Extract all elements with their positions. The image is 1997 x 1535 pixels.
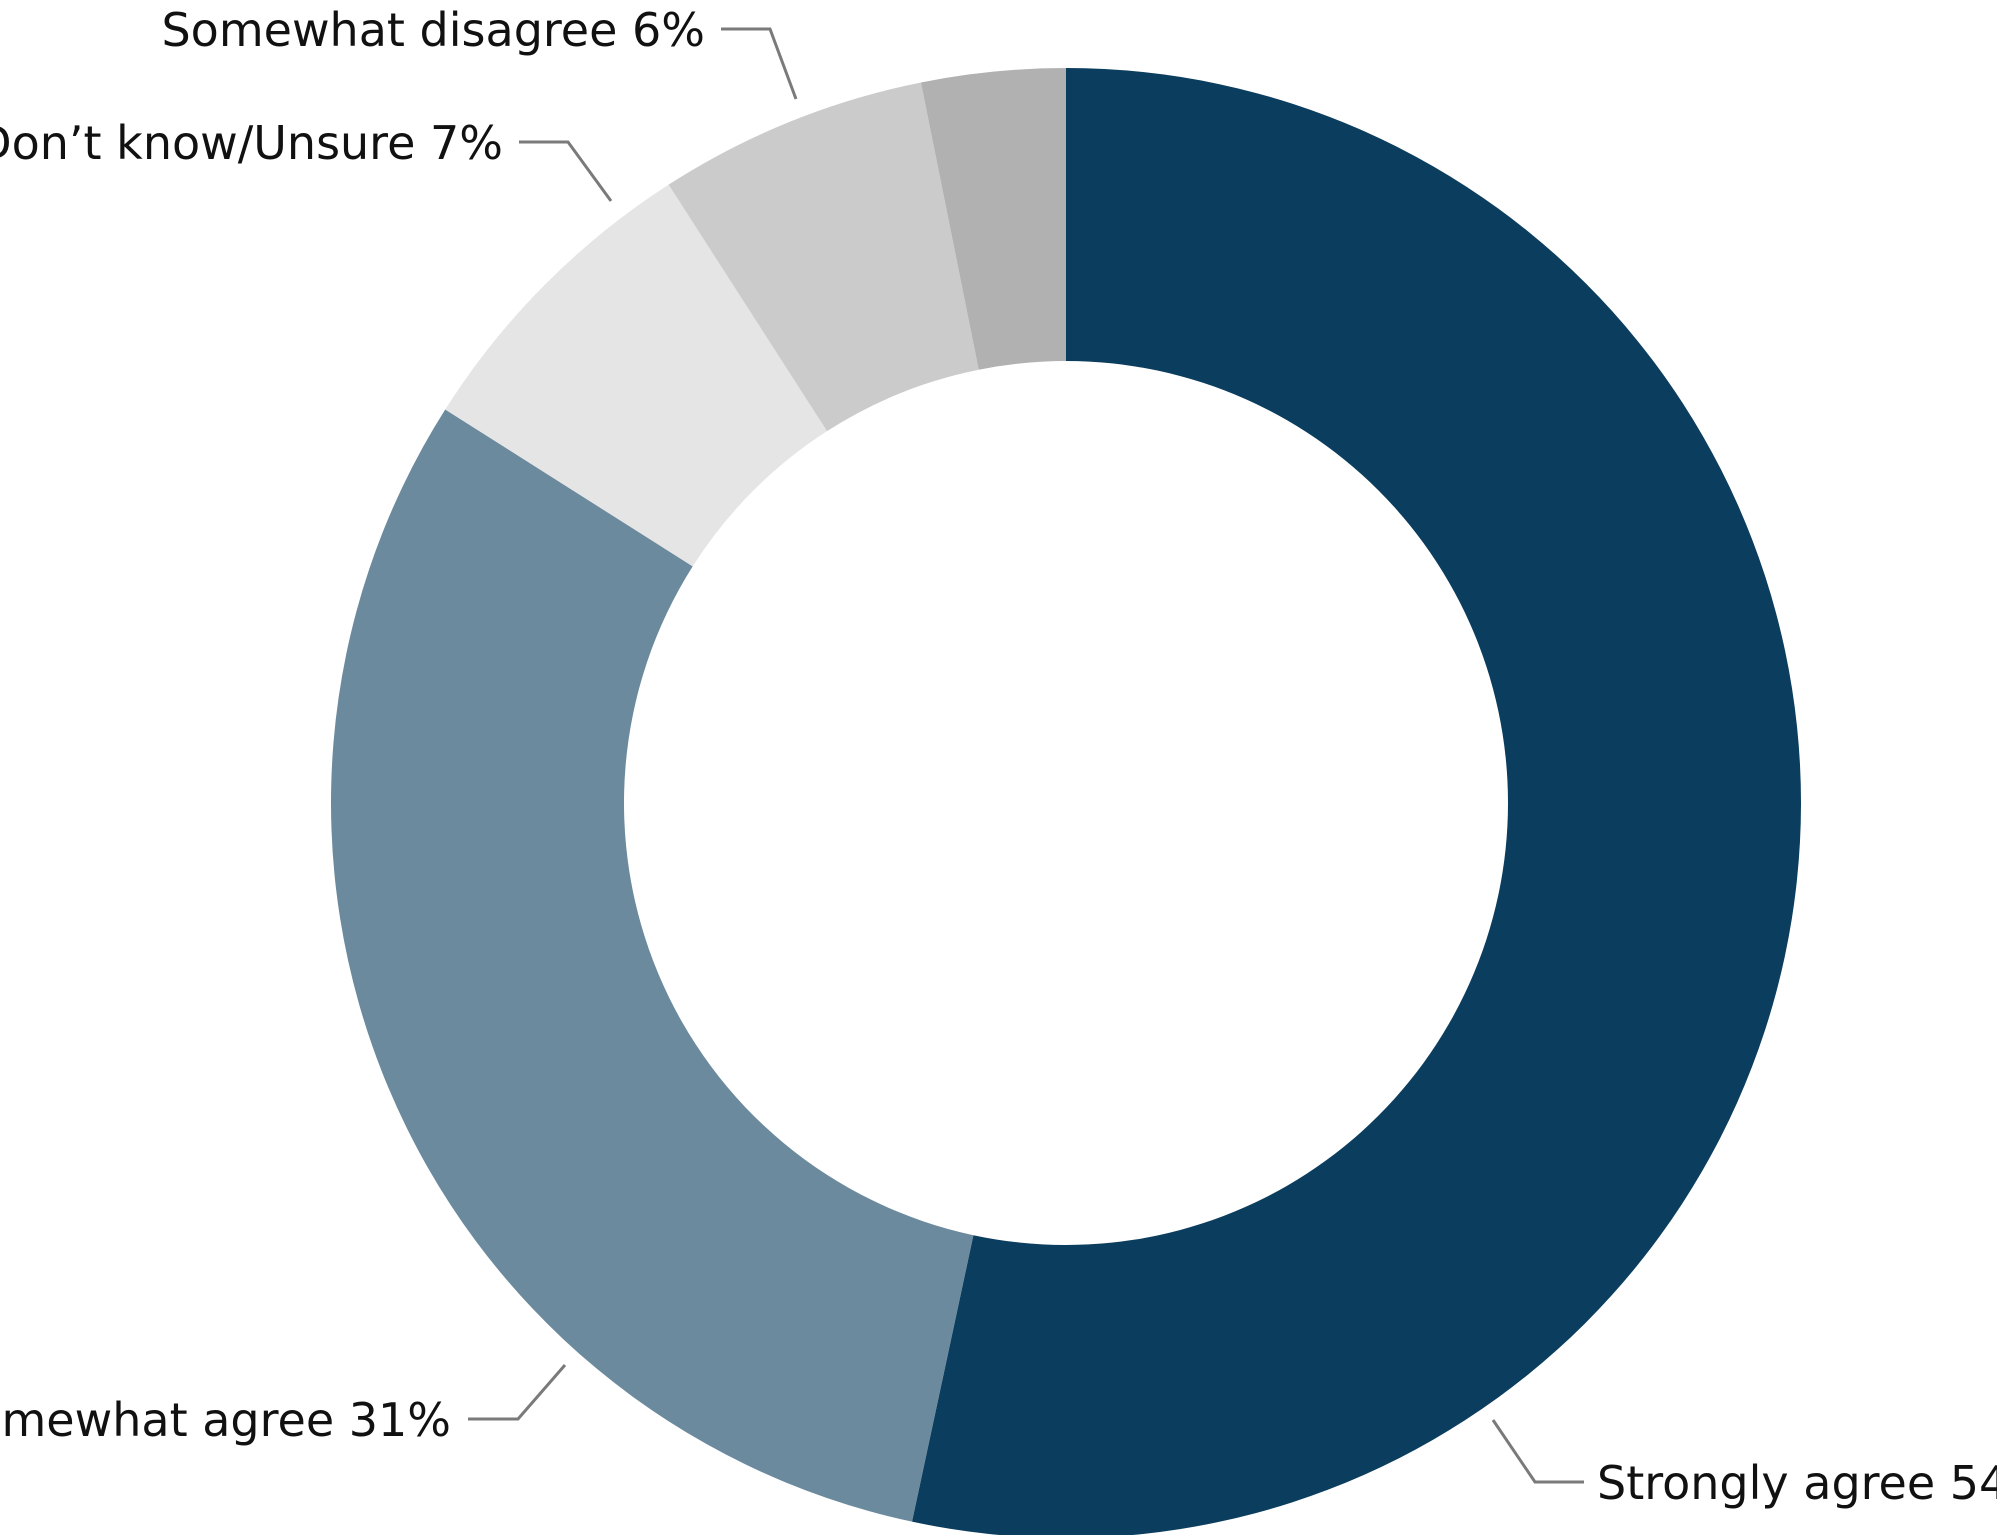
leader-line-somewhat-disagree	[721, 27, 798, 100]
donut-slice-unlabeled-4	[920, 68, 1066, 370]
donut-slices	[331, 68, 1801, 1535]
donut-slice-strongly-agree	[911, 68, 1801, 1535]
label-somewhat-disagree: Somewhat disagree 6%	[161, 3, 705, 57]
leader-line-strongly-agree	[1491, 1419, 1584, 1484]
leader-line-somewhat-agree	[468, 1364, 567, 1421]
donut-slice-somewhat-disagree	[668, 82, 979, 432]
label-strongly-agree: Strongly agree 54%	[1597, 1456, 1997, 1510]
label-somewhat-agree: Somewhat agree 31%	[0, 1393, 451, 1447]
label-dont-know-unsure: Don’t know/Unsure 7%	[0, 116, 503, 170]
donut-slice-don-t-know-unsure	[445, 184, 828, 567]
donut-slice-somewhat-agree	[331, 409, 974, 1522]
leader-line-dont-know	[519, 140, 613, 202]
